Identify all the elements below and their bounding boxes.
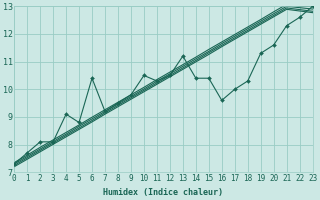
X-axis label: Humidex (Indice chaleur): Humidex (Indice chaleur)	[103, 188, 223, 197]
